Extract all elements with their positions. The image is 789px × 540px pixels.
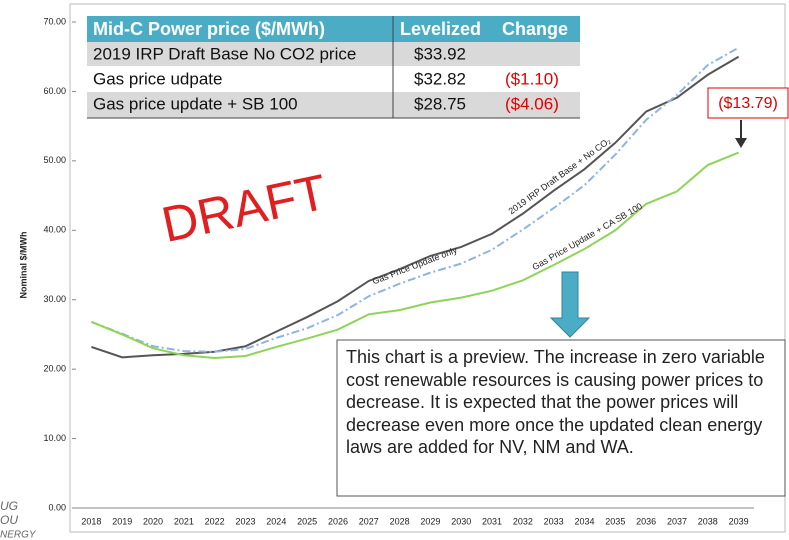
- note-container: This chart is a preview. The increase in…: [346, 347, 765, 457]
- x-tick-label: 2032: [513, 516, 533, 526]
- x-tick-label: 2037: [667, 516, 687, 526]
- logo-text: NERGY: [0, 530, 37, 540]
- difference-box: [707, 87, 789, 119]
- x-tick-label: 2020: [143, 516, 163, 526]
- series-label: Gas Price Update + CA SB 100: [531, 201, 645, 272]
- table-row-bg: [87, 92, 580, 118]
- x-tick-label: 2036: [636, 516, 656, 526]
- x-tick-label: 2034: [574, 516, 594, 526]
- difference-arrowhead: [735, 138, 747, 148]
- x-tick-label: 2018: [81, 516, 101, 526]
- table-cell: $28.75: [414, 94, 466, 113]
- table-row-bg: [87, 66, 580, 92]
- table-cell: $33.92: [414, 44, 466, 63]
- x-tick-label: 2024: [266, 516, 286, 526]
- y-tick-label: 70.00: [43, 16, 66, 26]
- x-tick-label: 2026: [328, 516, 348, 526]
- note-box: [336, 339, 786, 497]
- table-cell: Gas price update + SB 100: [93, 94, 298, 113]
- x-tick-label: 2039: [729, 516, 749, 526]
- series-label: Gas Price Update only: [371, 245, 459, 287]
- y-tick-label: 0.00: [48, 502, 66, 512]
- table-header: Change: [502, 19, 568, 39]
- table-cell: 2019 IRP Draft Base No CO2 price: [93, 44, 356, 63]
- table-header-bg: [87, 16, 580, 42]
- chart-frame: [69, 3, 786, 533]
- x-tick-label: 2038: [698, 516, 718, 526]
- x-tick-label: 2021: [174, 516, 194, 526]
- table-cell: $32.82: [414, 69, 466, 88]
- x-tick-label: 2029: [420, 516, 440, 526]
- series-line: [91, 46, 740, 353]
- y-tick-label: 50.00: [43, 155, 66, 165]
- y-tick-label: 30.00: [43, 294, 66, 304]
- x-tick-label: 2028: [390, 516, 410, 526]
- difference-label: ($13.79): [718, 95, 778, 112]
- x-tick-label: 2019: [112, 516, 132, 526]
- y-tick-label: 20.00: [43, 364, 66, 374]
- x-tick-label: 2023: [235, 516, 255, 526]
- series-line: [91, 55, 740, 359]
- table-header: Levelized: [400, 19, 481, 39]
- x-tick-label: 2033: [544, 516, 564, 526]
- x-tick-label: 2030: [451, 516, 471, 526]
- price-table: Mid-C Power price ($/MWh) Levelized Chan…: [87, 16, 580, 119]
- x-tick-label: 2027: [359, 516, 379, 526]
- y-tick-label: 40.00: [43, 225, 66, 235]
- logo-text: OU: [0, 513, 18, 527]
- logo-text: UG: [0, 499, 18, 513]
- series-line: [91, 151, 739, 360]
- table-cell: Gas price udpate: [93, 69, 222, 88]
- table-cell: ($4.06): [505, 94, 559, 113]
- table-cell: ($1.10): [505, 69, 559, 88]
- note-text: This chart is a preview. The increase in…: [346, 347, 765, 457]
- table-header: Mid-C Power price ($/MWh): [93, 19, 325, 39]
- y-tick-label: 60.00: [43, 86, 66, 96]
- y-axis-label: Nominal $/MWh: [18, 232, 28, 299]
- x-tick-label: 2031: [482, 516, 502, 526]
- x-tick-label: 2025: [297, 516, 317, 526]
- down-arrow: [549, 271, 591, 338]
- y-tick-label: 10.00: [43, 433, 66, 443]
- table-row-bg: [87, 42, 580, 66]
- watermark: DRAFT: [157, 164, 332, 253]
- x-tick-label: 2035: [605, 516, 625, 526]
- x-tick-label: 2022: [205, 516, 225, 526]
